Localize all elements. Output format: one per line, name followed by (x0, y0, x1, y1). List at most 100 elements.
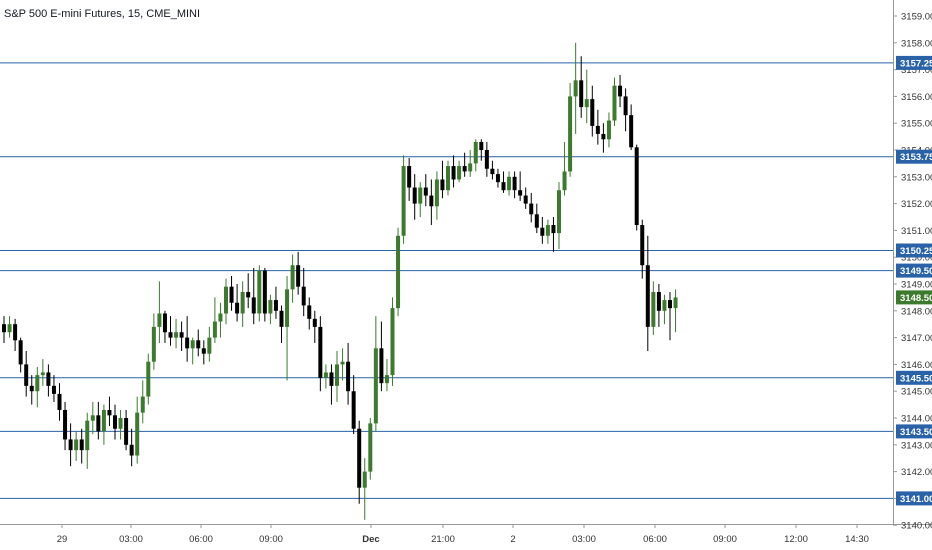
candle-body (340, 361, 345, 365)
candle-down (379, 321, 384, 392)
candle-body (63, 409, 68, 440)
candle-up (562, 141, 567, 196)
candle-up (446, 160, 450, 196)
candle-down (407, 158, 412, 201)
chart-title: S&P 500 E-mini Futures, 15, CME_MINI (4, 8, 200, 20)
candle-down (301, 267, 306, 317)
candle-body (346, 361, 351, 392)
candle-body (668, 300, 672, 309)
candle-body (235, 302, 240, 314)
candle-down (201, 340, 206, 365)
time-axis[interactable]: 29 03:00 06:00 09:00 Dec 21:00 2 03:00 06:00 09:0… (57, 524, 869, 545)
candle-down (540, 217, 545, 244)
candle-down (63, 401, 68, 451)
x-tick-label: 09:00 (713, 534, 737, 545)
candle-down (529, 192, 534, 223)
candle-down (495, 168, 500, 188)
candle-body (656, 292, 661, 311)
candle-down (656, 284, 661, 327)
candle-body (534, 214, 539, 228)
candle-up (74, 431, 79, 461)
y-tick-label: 3148.00 (901, 306, 932, 317)
candle-down (623, 88, 628, 132)
candle-up (373, 316, 378, 432)
candle-down (46, 364, 51, 397)
level-badge-label: 3149.50 (900, 266, 932, 277)
candle-body (673, 297, 678, 309)
candle-body (51, 385, 56, 394)
x-tick-label: 14:30 (845, 534, 869, 545)
candle-up (101, 404, 106, 445)
candle-down (357, 420, 362, 504)
candle-body (545, 225, 550, 236)
candle-body (457, 166, 462, 180)
candle-down (645, 235, 650, 351)
candle-up (240, 281, 245, 327)
candle-down (229, 275, 234, 311)
candle-body (662, 300, 667, 311)
candle-body (40, 372, 45, 376)
x-tick-label: Dec (362, 534, 379, 545)
candle-up (473, 139, 478, 172)
candle-body (490, 168, 495, 175)
candle-down (124, 409, 129, 451)
y-tick-label: 3151.00 (901, 226, 932, 237)
candle-body (518, 190, 523, 196)
candle-up (384, 359, 389, 392)
candle-down (484, 141, 489, 177)
candle-up (157, 281, 162, 343)
candle-body (224, 286, 228, 314)
candle-up (135, 396, 140, 464)
candle-body (557, 190, 561, 234)
candle-down (618, 74, 623, 108)
candle-down (479, 139, 484, 161)
candle-body (35, 375, 40, 392)
candle-down (24, 351, 29, 397)
candle-body (379, 348, 384, 384)
level-badge-label: 3141.00 (900, 494, 932, 505)
candle-up (468, 150, 473, 177)
y-tick-label: 3155.00 (901, 119, 932, 130)
candle-body (396, 235, 401, 309)
candle-body (146, 361, 151, 397)
candle-body (196, 340, 201, 349)
candle-body (101, 409, 106, 432)
candle-down (235, 284, 240, 322)
candle-up (224, 278, 228, 325)
candle-body (168, 332, 173, 338)
candle-down (601, 123, 606, 153)
candle-body (440, 179, 445, 191)
y-tick-label: 3153.00 (901, 172, 932, 183)
candle-up (85, 412, 90, 469)
candle-down (523, 187, 528, 209)
candle-up (90, 401, 95, 435)
candle-body (401, 166, 406, 236)
y-tick-label: 3143.00 (901, 440, 932, 451)
level-badge-label: 3145.50 (900, 373, 932, 384)
candle-body (296, 265, 301, 287)
candle-down (162, 310, 167, 343)
candle-up (606, 112, 611, 148)
candle-up (335, 351, 339, 402)
price-axis[interactable]: 3159.003158.003157.003156.003155.003154.… (893, 12, 932, 532)
candle-body (512, 176, 517, 191)
candle-down (512, 171, 517, 199)
candle-up (268, 294, 273, 325)
candle-body (590, 99, 595, 126)
level-badge (896, 370, 932, 385)
level-badge-label: 3143.50 (900, 427, 932, 438)
x-tick-label: 03:00 (572, 534, 596, 545)
y-tick-label: 3140.00 (901, 521, 932, 532)
candle-down (296, 251, 301, 295)
candle-body (446, 166, 450, 191)
x-tick-label: 03:00 (119, 534, 143, 545)
candle-body (540, 227, 545, 236)
candle-body (623, 96, 628, 116)
candle-up (35, 367, 40, 408)
candle-body (96, 415, 101, 432)
x-tick-label: 21:00 (431, 534, 455, 545)
candle-body (484, 150, 489, 169)
y-tick-label: 3149.00 (901, 280, 932, 291)
